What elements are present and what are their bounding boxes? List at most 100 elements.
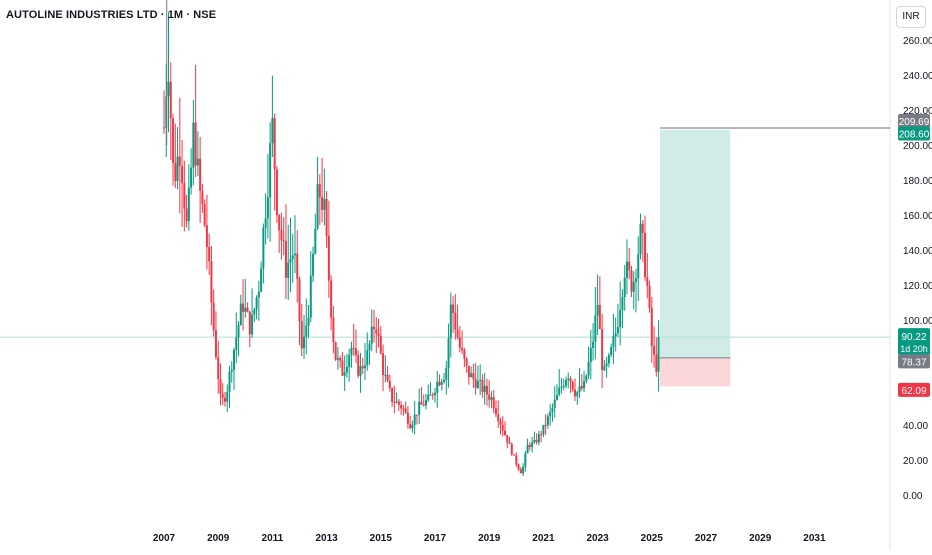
candle-body: [176, 156, 179, 181]
candle-body: [533, 439, 536, 443]
candle-body: [397, 401, 400, 405]
candle-body: [334, 342, 337, 360]
candle-body: [359, 366, 362, 376]
candle-body: [260, 268, 263, 292]
candle-body: [393, 402, 396, 404]
candle-body: [339, 357, 342, 361]
candle-body: [578, 386, 581, 393]
candle-body: [187, 187, 190, 222]
target-entry-badge: 208.60: [899, 129, 930, 140]
candle-body: [476, 380, 479, 388]
candle-body: [386, 374, 389, 381]
candle-body: [610, 346, 613, 356]
candle-body: [203, 203, 206, 226]
x-tick-label: 2013: [315, 533, 338, 544]
candle-body: [370, 326, 373, 344]
candle-body: [467, 365, 470, 378]
y-tick-label: 20.00: [903, 456, 928, 467]
candle-body: [273, 117, 276, 170]
candle-body: [248, 311, 251, 335]
candle-body: [499, 421, 502, 425]
candle-body: [537, 434, 540, 443]
candle-body: [513, 454, 516, 456]
candle-body: [391, 388, 394, 403]
candle-body: [420, 401, 423, 405]
candle-body: [517, 464, 520, 470]
candle-body: [199, 158, 202, 191]
candle-body: [305, 325, 308, 337]
candle-body: [515, 455, 518, 465]
candle-body: [354, 348, 357, 356]
candle-body: [190, 167, 193, 188]
candle-body: [221, 393, 224, 398]
candle-body: [474, 378, 477, 388]
candle-body: [562, 386, 565, 388]
candle-body: [357, 355, 360, 376]
candle-body: [637, 254, 640, 279]
candle-body: [368, 343, 371, 351]
candles: [163, 12, 660, 477]
candle-body: [438, 381, 441, 386]
y-tick-label: 180.00: [903, 176, 932, 187]
y-tick-label: 120.00: [903, 281, 932, 292]
candle-body: [454, 312, 457, 330]
candle-body: [291, 255, 294, 259]
candle-body: [404, 408, 407, 413]
candle-body: [596, 304, 599, 316]
candle-body: [163, 127, 165, 129]
candle-body: [214, 330, 217, 358]
candle-body: [470, 373, 473, 378]
countdown-badge: 1d 20h: [900, 344, 928, 354]
candle-body: [497, 414, 500, 422]
current-price-badge: 90.22: [901, 332, 926, 343]
candle-body: [307, 317, 310, 326]
candle-body: [251, 314, 254, 335]
candle-body: [494, 408, 497, 415]
candle-body: [332, 317, 335, 343]
candle-body: [422, 404, 425, 406]
candle-body: [639, 223, 642, 255]
candle-body: [395, 401, 398, 403]
candle-body: [546, 416, 549, 426]
entry-price-badge: 78.37: [901, 357, 926, 368]
x-tick-label: 2029: [749, 533, 772, 544]
candle-body: [293, 253, 296, 256]
candle-body: [569, 378, 572, 382]
target-price-badge-bg: [898, 114, 930, 129]
candle-body: [558, 387, 561, 395]
candle-body: [531, 442, 534, 448]
candle-body: [603, 365, 606, 371]
candle-body: [463, 350, 466, 359]
currency-selector[interactable]: INR: [896, 6, 926, 28]
candle-body: [169, 81, 172, 119]
candle-body: [350, 347, 353, 355]
candle-body: [560, 386, 563, 388]
x-tick-label: 2017: [424, 533, 447, 544]
candle-body: [544, 424, 547, 426]
candle-body: [298, 278, 301, 322]
candle-body: [282, 240, 285, 242]
candle-body: [352, 347, 355, 349]
candle-body: [264, 218, 267, 228]
candle-body: [271, 117, 274, 144]
candle-body: [210, 261, 213, 303]
candle-body: [461, 347, 464, 351]
candle-body: [490, 397, 493, 400]
candle-body: [447, 338, 450, 369]
candle-body: [434, 392, 436, 396]
candle-body: [345, 367, 348, 373]
candle-body: [409, 423, 412, 429]
candle-body: [583, 381, 586, 389]
candle-body: [255, 297, 258, 310]
candle-body: [208, 246, 211, 262]
x-tick-label: 2015: [370, 533, 393, 544]
candle-body: [384, 374, 387, 376]
candle-body: [628, 261, 631, 271]
candle-body: [551, 408, 554, 412]
y-tick-label: 160.00: [903, 211, 932, 222]
candle-body: [244, 307, 247, 312]
candle-body: [605, 363, 608, 366]
candle-body: [284, 241, 287, 278]
